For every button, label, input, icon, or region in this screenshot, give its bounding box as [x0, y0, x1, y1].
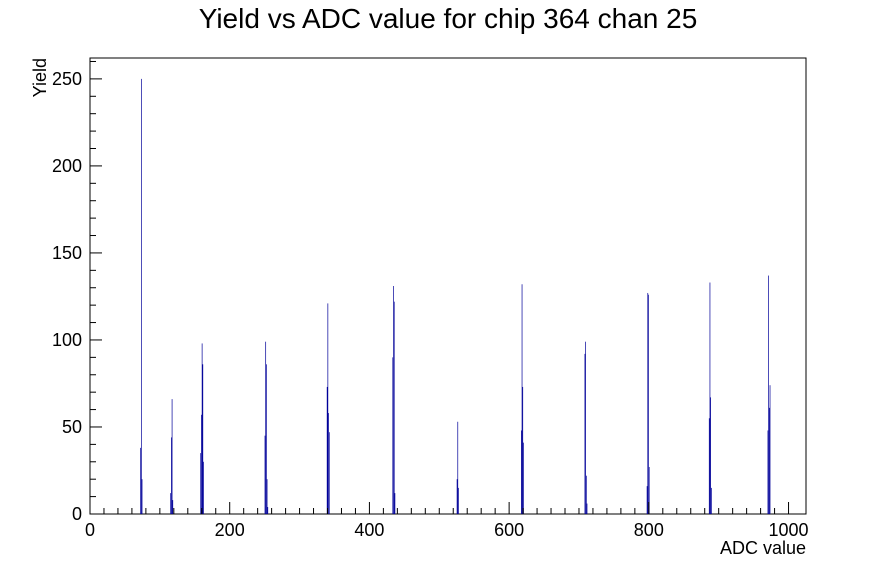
histogram-bar [646, 486, 648, 514]
histogram-bar [328, 413, 329, 514]
histogram-bar [203, 461, 204, 514]
histogram-bar [521, 284, 523, 514]
plot-frame [89, 57, 807, 515]
histogram-bar [708, 418, 710, 514]
histogram-bar [520, 430, 522, 514]
x-tick-label: 400 [354, 520, 384, 540]
x-axis-label: ADC value [720, 538, 806, 558]
histogram-bar [328, 432, 330, 514]
histogram-bar [201, 414, 202, 514]
histogram-bar [172, 500, 174, 514]
y-tick-label: 250 [52, 69, 82, 89]
histogram-bar [140, 447, 141, 514]
y-tick-label: 50 [62, 417, 82, 437]
x-tick-label: 200 [215, 520, 245, 540]
histogram-bar [327, 303, 329, 514]
histogram-bar [264, 435, 266, 514]
x-tick-label: 0 [85, 520, 95, 540]
histogram-bars [140, 78, 771, 514]
histogram-bar [201, 343, 203, 514]
histogram-bar [458, 487, 459, 514]
y-tick-label: 150 [52, 243, 82, 263]
histogram-bar [710, 487, 712, 514]
histogram-bar [523, 442, 524, 514]
histogram-bar [392, 357, 394, 514]
histogram-bar [456, 479, 458, 514]
histogram-bar [393, 301, 395, 514]
histogram-bar [769, 385, 771, 514]
histogram-bar [709, 282, 711, 514]
histogram-bar [648, 294, 649, 514]
histogram-bar [522, 386, 524, 514]
histogram-bar [584, 353, 586, 514]
histogram-bar [768, 275, 769, 514]
y-axis-label: Yield [30, 58, 50, 97]
y-tick-label: 100 [52, 330, 82, 350]
x-axis: 0 200 400 600 800 1000 [85, 502, 809, 540]
histogram-bar [393, 286, 394, 514]
histogram-bar [768, 407, 770, 514]
histogram-bar [586, 503, 588, 514]
x-tick-label: 1000 [769, 520, 809, 540]
histogram-bar [648, 467, 650, 514]
histogram-bar [266, 479, 268, 514]
x-tick-label: 800 [634, 520, 664, 540]
histogram-bar [585, 475, 587, 514]
histogram-bar [171, 437, 172, 514]
histogram-bar [266, 364, 267, 514]
histogram-bar [394, 493, 396, 514]
histogram-bar [141, 479, 143, 514]
histogram-bar [647, 292, 649, 514]
histogram-bar [170, 493, 172, 514]
histogram-bar [326, 386, 328, 514]
x-tick-label: 600 [494, 520, 524, 540]
histogram-bar [710, 397, 712, 514]
histogram-bar [265, 341, 267, 514]
histogram-bar [200, 453, 202, 514]
histogram-bar [140, 78, 142, 514]
y-tick-label: 200 [52, 156, 82, 176]
y-tick-label: 0 [72, 504, 82, 524]
y-axis: 0 50 100 150 200 250 [52, 60, 102, 524]
histogram-bar [767, 430, 769, 514]
histogram-bar [267, 507, 269, 514]
histogram-bar [457, 421, 459, 514]
histogram-bar [202, 364, 204, 514]
histogram-bar [585, 341, 586, 514]
chart-title: Yield vs ADC value for chip 364 chan 25 [199, 3, 698, 34]
histogram-bar [171, 399, 173, 514]
